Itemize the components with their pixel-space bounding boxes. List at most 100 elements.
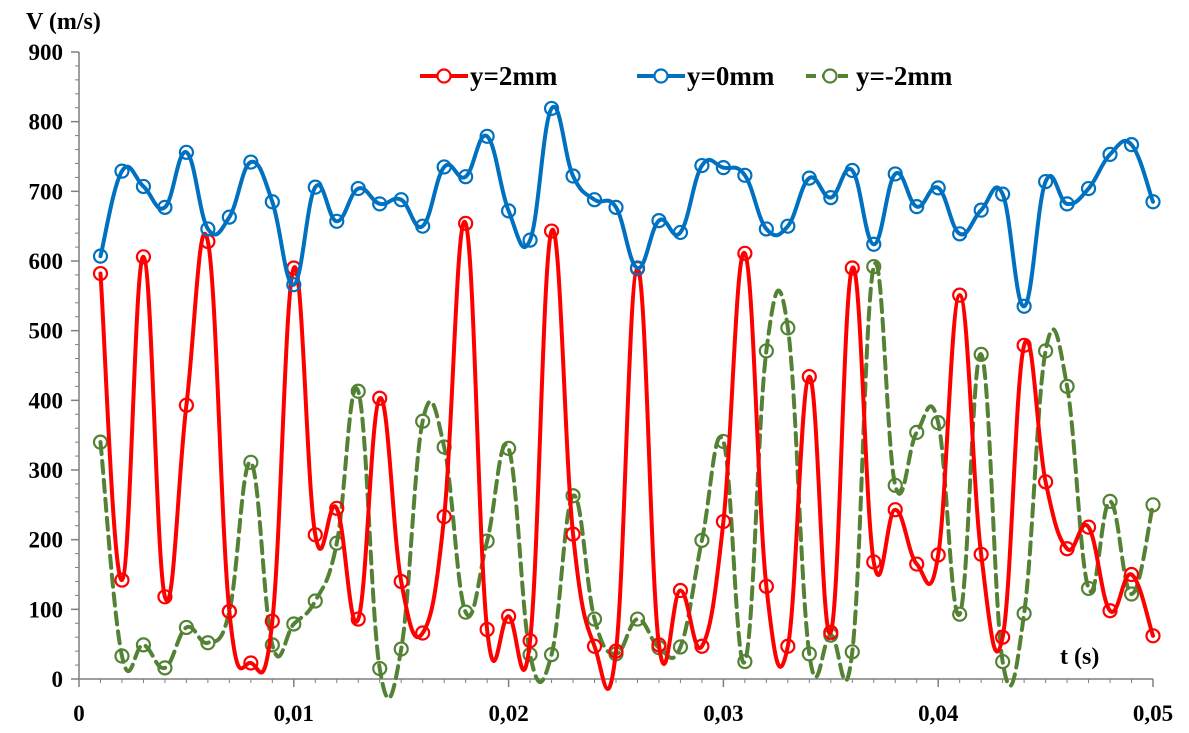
- data-point: [393, 573, 409, 590]
- data-point: [672, 224, 689, 241]
- x-tick-label: 0: [73, 701, 85, 726]
- data-point: [307, 179, 323, 195]
- data-point: [737, 653, 753, 670]
- y-tick-label: 400: [29, 388, 64, 413]
- data-point: [307, 593, 323, 609]
- data-point: [436, 159, 452, 175]
- data-point: [501, 203, 517, 219]
- x-tick-label: 0,05: [1133, 701, 1173, 726]
- legend-item-y=2mm: y=2mm: [420, 61, 558, 91]
- data-point: [651, 212, 667, 229]
- data-point: [307, 527, 323, 543]
- x-tick-label: 0,04: [918, 701, 959, 726]
- data-point: [887, 502, 903, 518]
- data-point: [501, 440, 517, 457]
- data-point: [629, 260, 646, 276]
- data-point: [372, 660, 388, 677]
- data-point: [329, 500, 345, 516]
- data-point: [1059, 378, 1075, 394]
- data-point: [543, 223, 560, 239]
- data-point: [608, 199, 624, 215]
- data-point: [1037, 474, 1054, 490]
- data-point: [114, 163, 130, 179]
- data-point: [758, 578, 774, 594]
- y-axis-title: V (m/s): [26, 9, 101, 35]
- data-point: [780, 638, 796, 654]
- data-point: [1102, 603, 1118, 619]
- data-point: [415, 413, 431, 429]
- y-tick-label: 100: [29, 597, 64, 622]
- data-point: [1059, 541, 1075, 557]
- data-point: [479, 621, 495, 638]
- y-tick-label: 800: [29, 110, 64, 135]
- data-point: [1145, 194, 1161, 210]
- data-point: [973, 346, 989, 362]
- y-tick-label: 900: [29, 40, 64, 65]
- data-point: [1102, 146, 1118, 163]
- data-point: [178, 619, 194, 636]
- data-point: [887, 477, 903, 493]
- data-point: [221, 603, 237, 620]
- data-point: [372, 390, 388, 406]
- data-point: [737, 167, 753, 183]
- data-point: [178, 144, 194, 160]
- data-point: [952, 287, 968, 303]
- data-point: [1037, 173, 1054, 190]
- data-point: [887, 166, 903, 182]
- data-point: [973, 202, 989, 218]
- data-point: [501, 608, 517, 624]
- data-point: [372, 196, 388, 212]
- legend-swatch-marker: [822, 68, 838, 84]
- legend-swatch-marker: [436, 68, 452, 84]
- data-point: [715, 160, 732, 176]
- data-point: [543, 647, 560, 663]
- data-point: [1016, 337, 1032, 353]
- data-point: [1123, 586, 1140, 602]
- data-point: [629, 611, 646, 627]
- data-point: [329, 213, 345, 229]
- series-line: [98, 261, 1155, 701]
- series-line: [98, 104, 1155, 309]
- data-point: [1145, 497, 1161, 513]
- data-point: [1080, 580, 1097, 597]
- data-point: [995, 629, 1011, 645]
- data-point: [243, 655, 259, 671]
- data-point: [823, 190, 839, 206]
- data-point: [995, 653, 1011, 670]
- data-point: [973, 546, 989, 562]
- data-point: [221, 209, 237, 225]
- data-point: [135, 249, 152, 265]
- data-point: [458, 604, 474, 620]
- data-point: [823, 624, 839, 640]
- data-point: [801, 170, 817, 186]
- data-point: [264, 194, 280, 210]
- data-point: [436, 509, 452, 525]
- data-point: [866, 258, 882, 275]
- data-point: [114, 572, 130, 588]
- legend-swatch-marker: [653, 68, 669, 84]
- data-point: [1123, 137, 1140, 153]
- data-point: [930, 180, 946, 196]
- data-point: [264, 613, 280, 629]
- data-point: [157, 660, 173, 676]
- data-point: [1016, 605, 1032, 622]
- data-point: [157, 199, 173, 215]
- data-point: [522, 633, 538, 649]
- data-point: [458, 169, 474, 185]
- data-point: [1123, 566, 1140, 583]
- data-point: [715, 513, 732, 530]
- data-point: [1145, 628, 1161, 644]
- y-tick-label: 600: [29, 249, 64, 274]
- data-point: [350, 383, 366, 399]
- axes: 0 100 200 300 400 500 600 700 800 900 0 0,01 0,02 0,0…: [29, 40, 1174, 726]
- data-point: [350, 611, 366, 627]
- data-point: [286, 616, 302, 632]
- data-point: [801, 369, 817, 385]
- data-point: [694, 532, 710, 548]
- data-point: [586, 192, 603, 208]
- legend-label: y=0mm: [687, 61, 775, 91]
- y-tick-label: 700: [29, 179, 64, 204]
- data-point: [1016, 298, 1032, 314]
- legend-label: y=2mm: [470, 61, 558, 91]
- data-point: [92, 248, 109, 264]
